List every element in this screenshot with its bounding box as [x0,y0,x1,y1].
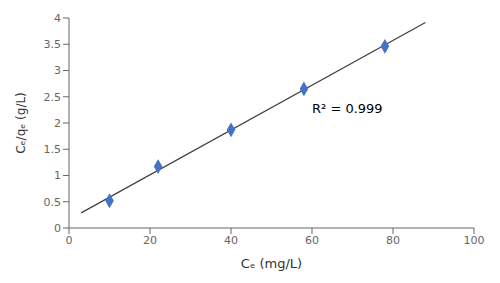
svg-text:0: 0 [66,234,73,247]
svg-text:Cₑ (mg/L): Cₑ (mg/L) [241,256,302,271]
svg-text:2.5: 2.5 [44,91,62,104]
svg-text:2: 2 [54,117,61,130]
svg-text:1.5: 1.5 [44,143,62,156]
svg-text:3.5: 3.5 [44,38,62,51]
svg-text:0.5: 0.5 [44,196,62,209]
svg-text:80: 80 [386,234,400,247]
svg-text:40: 40 [224,234,238,247]
svg-text:1: 1 [54,169,61,182]
svg-text:0: 0 [54,222,61,235]
svg-text:100: 100 [464,234,485,247]
svg-text:60: 60 [305,234,319,247]
svg-text:Cₑ/qₑ (g/L): Cₑ/qₑ (g/L) [14,92,28,154]
svg-text:20: 20 [143,234,157,247]
svg-text:R² = 0.999: R² = 0.999 [312,101,383,116]
svg-text:3: 3 [54,64,61,77]
svg-text:4: 4 [54,12,61,25]
